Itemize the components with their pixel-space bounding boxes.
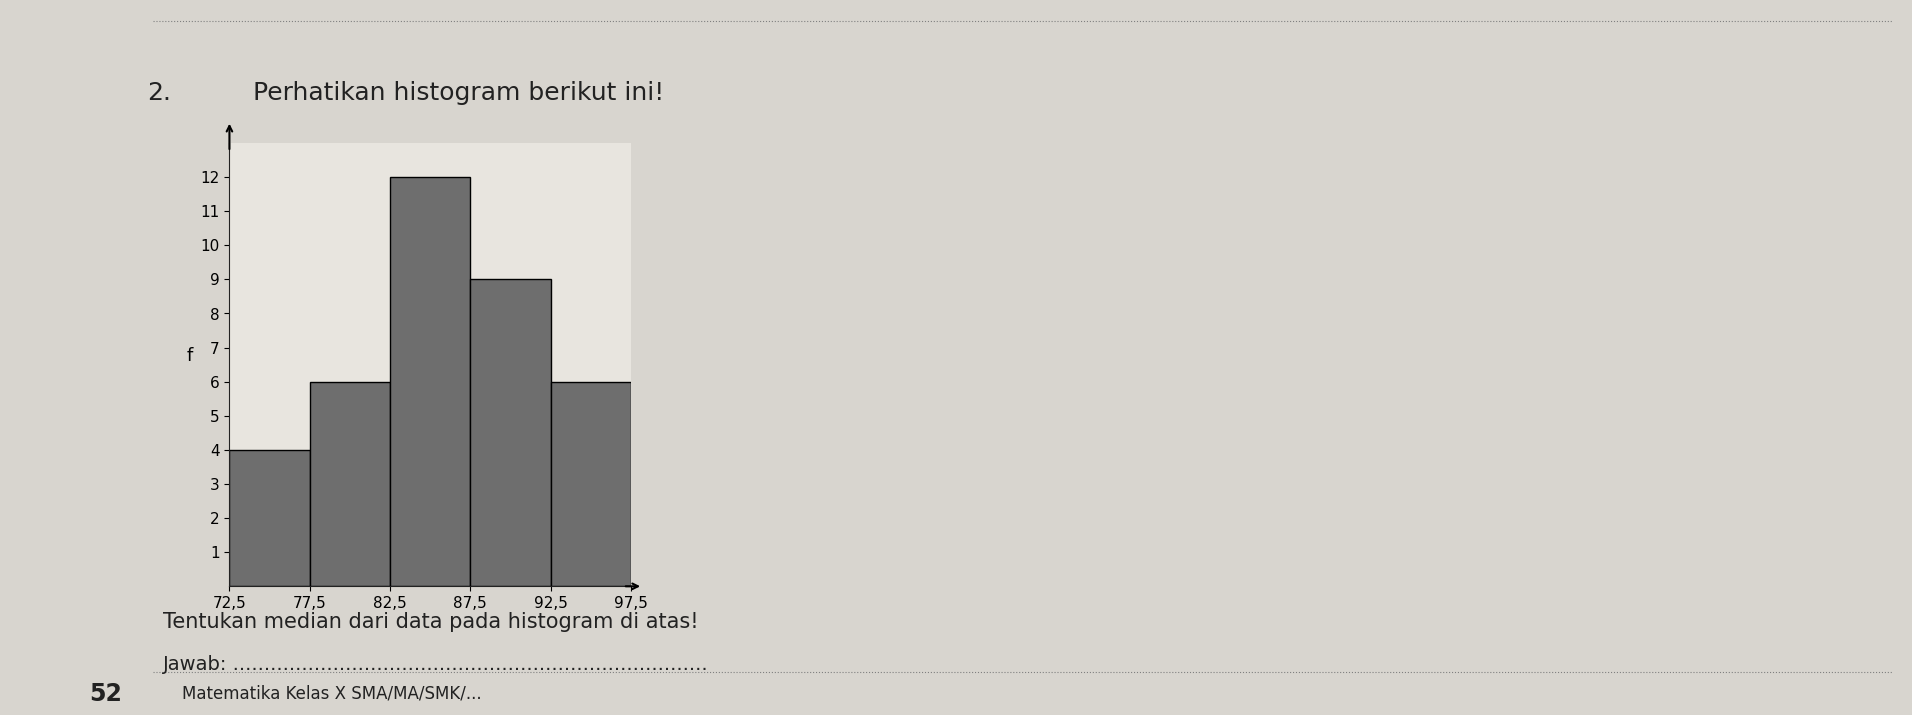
Text: Jawab: .........................................................................: Jawab: .................................…: [163, 656, 707, 674]
Bar: [229, 450, 310, 586]
Text: Perhatikan histogram berikut ini!: Perhatikan histogram berikut ini!: [252, 81, 665, 105]
Text: 52: 52: [88, 681, 122, 706]
Bar: [310, 382, 390, 586]
Text: 2.: 2.: [147, 81, 170, 105]
Text: Matematika Kelas X SMA/MA/SMK/...: Matematika Kelas X SMA/MA/SMK/...: [182, 684, 482, 703]
Text: Tentukan median dari data pada histogram di atas!: Tentukan median dari data pada histogram…: [163, 612, 698, 632]
Bar: [390, 177, 470, 586]
Y-axis label: f: f: [185, 347, 193, 365]
Bar: [551, 382, 631, 586]
Bar: [470, 280, 551, 586]
